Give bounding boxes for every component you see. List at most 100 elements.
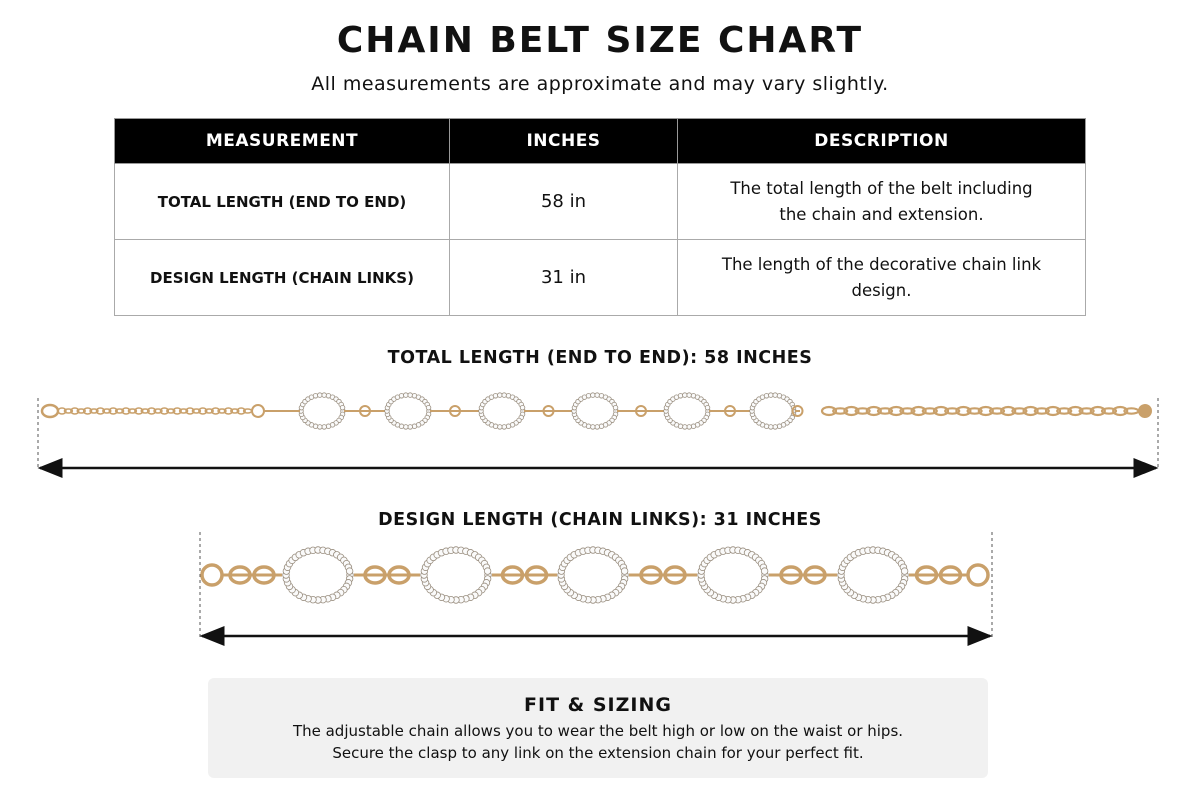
stone	[317, 424, 323, 430]
subtitle: All measurements are approximate and may…	[311, 73, 889, 95]
chain-link	[121, 407, 131, 415]
chain-link	[1022, 405, 1039, 417]
chain-link	[76, 408, 86, 414]
chain-link	[854, 407, 871, 415]
chain-link	[1000, 405, 1017, 417]
chain-link	[803, 565, 827, 585]
chain-link	[140, 408, 150, 414]
chain-link	[1100, 407, 1118, 415]
stone	[682, 424, 688, 430]
chain-link	[944, 407, 961, 415]
row: TOTAL LENGTH (END TO END) 58 in The tota…	[114, 163, 1086, 240]
cell: The total length of the belt including t…	[677, 163, 1086, 240]
header-cell: DESCRIPTION	[677, 118, 1086, 164]
cell: TOTAL LENGTH (END TO END)	[114, 163, 450, 240]
chain-link	[843, 405, 860, 417]
header-row: MEASUREMENT INCHES DESCRIPTION	[114, 118, 1086, 164]
stone	[776, 423, 783, 429]
chain-link	[955, 405, 972, 417]
chain-link	[977, 405, 994, 417]
stone	[497, 424, 503, 430]
stone	[686, 424, 692, 430]
ring	[251, 404, 265, 418]
chain-link	[217, 408, 227, 414]
chain-link	[1067, 405, 1084, 417]
stone	[492, 393, 499, 399]
cell: 31 in	[449, 239, 678, 316]
chain-link	[114, 408, 125, 414]
chain-link	[228, 565, 252, 585]
chain-link	[363, 565, 387, 585]
chain-link	[1112, 405, 1129, 417]
stone	[677, 393, 684, 399]
chain-link	[910, 405, 927, 417]
stone	[321, 424, 327, 430]
cell: The length of the decorative chain link …	[677, 239, 1086, 316]
chain-link	[204, 408, 214, 414]
fit-line: The adjustable chain allows you to wear …	[292, 722, 904, 740]
stone	[772, 392, 778, 398]
belt-illustrations	[37, 392, 1159, 646]
clasp	[40, 403, 60, 419]
chain-link	[198, 407, 208, 415]
chain-link	[1044, 405, 1062, 417]
chain-link	[236, 407, 246, 415]
stone	[345, 567, 354, 575]
stone	[900, 567, 909, 575]
chain-link	[966, 407, 983, 415]
chain-link	[938, 565, 963, 585]
chain-link	[1078, 407, 1095, 415]
diagram-label: TOTAL LENGTH (END TO END): 58 INCHES	[387, 348, 813, 368]
chain-link	[387, 565, 411, 585]
stone	[768, 424, 774, 430]
chain-link	[639, 565, 663, 585]
chain-link	[500, 565, 525, 585]
chain-link	[865, 405, 882, 417]
chain-link	[102, 408, 112, 414]
chain-link	[988, 407, 1006, 415]
stone	[501, 424, 507, 430]
chain-link	[166, 408, 176, 414]
chain-link	[820, 405, 838, 417]
stone	[612, 404, 619, 411]
chain-link	[779, 565, 803, 585]
chain-link	[134, 407, 144, 415]
stone	[590, 392, 596, 398]
chain-link	[146, 407, 157, 415]
fit-title: FIT & SIZING	[524, 694, 672, 716]
stone	[403, 424, 409, 430]
chain-link	[127, 408, 138, 414]
stone	[590, 424, 596, 430]
stone	[690, 423, 697, 429]
chain-link	[876, 407, 894, 415]
end-ball	[1138, 404, 1152, 418]
stone	[317, 392, 323, 398]
header-cell: MEASUREMENT	[114, 118, 450, 164]
stone	[763, 393, 770, 399]
stone	[768, 392, 774, 398]
stone	[585, 393, 592, 399]
chain-link	[921, 407, 938, 415]
chain-link	[172, 407, 182, 415]
chain-link	[63, 408, 74, 414]
chain-link	[252, 565, 276, 585]
stone	[505, 423, 512, 429]
chain-link	[1033, 407, 1050, 415]
chain-link	[210, 407, 221, 415]
fit-line: Secure the clasp to any link on the exte…	[332, 744, 864, 762]
chain-link	[178, 408, 189, 414]
stone	[594, 424, 600, 430]
stone	[620, 567, 629, 575]
description: The total length of the belt including t…	[730, 178, 1033, 224]
ring	[200, 563, 224, 587]
chain-link	[230, 408, 240, 414]
description: The length of the decorative chain link …	[721, 254, 1042, 300]
fit-box: FIT & SIZING The adjustable chain allows…	[208, 678, 988, 778]
title: CHAIN BELT SIZE CHART	[336, 20, 864, 61]
cell: DESIGN LENGTH (CHAIN LINKS)	[114, 239, 450, 316]
chain-link	[223, 407, 234, 415]
ring	[791, 405, 804, 417]
stone	[497, 392, 503, 398]
chain-link	[832, 407, 849, 415]
chain-link	[82, 407, 93, 415]
